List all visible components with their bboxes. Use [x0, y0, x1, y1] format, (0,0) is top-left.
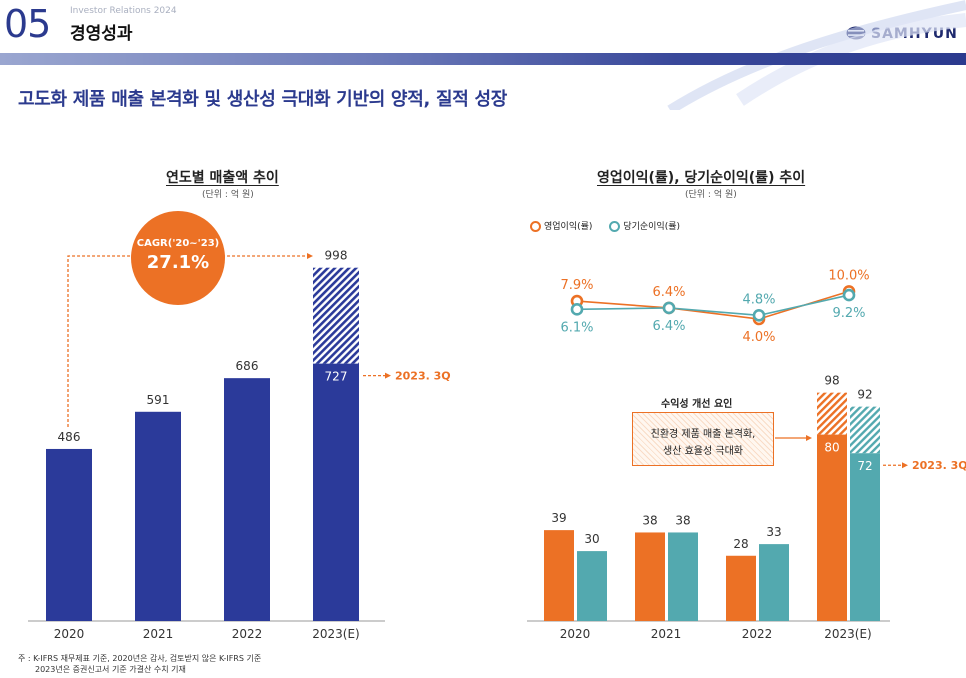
left-chart-title: 연도별 매출액 추이 — [166, 170, 279, 186]
page-title: 경영성과 — [70, 24, 133, 44]
line-label-0-3: 10.0% — [828, 268, 869, 283]
right-bar-value-2020-1: 30 — [584, 532, 599, 546]
margin-line-chart: 7.9% 6.4% 4.0% 10.0% 6.1% 6.4% 4.8% 9.2% — [560, 268, 869, 345]
left-bar-2021 — [135, 411, 181, 621]
footnote-line-1: 주 : K-IFRS 재무제표 기준, 2020년은 감사, 검토받지 않은 K… — [18, 654, 262, 663]
cagr-value: 27.1% — [146, 252, 210, 273]
line-label-1-3: 9.2% — [832, 306, 865, 321]
right-bar-2023-3q-1 — [850, 453, 880, 621]
cagr-label: CAGR('20~'23) — [136, 238, 220, 249]
right-bar-value-2022-0: 28 — [733, 537, 748, 551]
right-x-tick-2020: 2020 — [560, 627, 591, 641]
right-bar-value-2023(E)-1: 92 — [857, 388, 872, 402]
left-x-tick-2022: 2022 — [232, 627, 263, 641]
left-bar-2023-3q — [313, 363, 359, 621]
left-bar-2023-estimate — [313, 267, 359, 364]
right-bar-2023-estimate-1 — [850, 406, 880, 454]
slide-headline: 고도화 제품 매출 본격화 및 생산성 극대화 기반의 양적, 질적 성장 — [18, 89, 507, 110]
legend-label-operating: 영업이익(률) — [544, 222, 593, 232]
cagr-connector — [67, 255, 307, 427]
cagr-arrowhead — [307, 253, 313, 259]
line-label-0-0: 7.9% — [560, 278, 593, 293]
cagr-badge: CAGR('20~'23) 27.1% — [131, 211, 225, 305]
right-bar-value-2022-1: 33 — [766, 525, 781, 539]
left-bar-2020 — [46, 448, 92, 621]
left-bar-value-2021: 591 — [147, 393, 170, 407]
line-point-1-2 — [752, 309, 766, 322]
legend-marker-operating — [530, 221, 541, 232]
line-point-1-1 — [662, 301, 676, 315]
right-bar-2020-0 — [544, 530, 574, 621]
line-point-1-3 — [842, 288, 856, 302]
legend-label-net: 당기순이익(률) — [623, 222, 681, 232]
left-x-tick-2020: 2020 — [54, 627, 85, 641]
factor-line-1: 친환경 제품 매출 본격화, — [650, 429, 756, 440]
factor-box: 친환경 제품 매출 본격화, 생산 효율성 극대화 — [632, 412, 774, 466]
left-bar-3q-label: 727 — [325, 370, 348, 384]
factor-line-2: 생산 효율성 극대화 — [663, 446, 743, 457]
right-3q-arrowhead — [902, 462, 908, 469]
line-label-0-1: 6.4% — [652, 285, 685, 300]
factor-arrowhead — [806, 435, 812, 441]
footnote: 주 : K-IFRS 재무제표 기준, 2020년은 감사, 검토받지 않은 K… — [18, 653, 261, 675]
right-bar-chart: 39 30 2020 38 38 2021 28 33 2022 80 98 72 92 2023(E) 2… — [527, 374, 966, 641]
left-x-tick-2023(E): 2023(E) — [312, 627, 359, 641]
left-chart-unit: (단위 : 억 원) — [202, 190, 254, 200]
right-bar-3q-label-0: 80 — [824, 441, 839, 455]
right-bar-value-2023(E)-0: 98 — [824, 374, 839, 388]
line-label-0-2: 4.0% — [742, 330, 775, 345]
chart-legend: 영업이익(률) 당기순이익(률) — [530, 219, 680, 232]
right-chart-unit: (단위 : 억 원) — [685, 190, 737, 200]
legend-marker-net — [609, 221, 621, 232]
right-bar-value-2021-1: 38 — [675, 513, 690, 527]
left-3q-note: 2023. 3Q — [395, 370, 451, 383]
right-3q-note: 2023. 3Q — [912, 459, 966, 472]
left-bar-chart: 486 2020 591 2021 686 2022 727 2023. 3Q 998 2023(… — [28, 249, 451, 641]
line-point-1-0 — [570, 303, 584, 316]
left-bar-value-2022: 686 — [236, 359, 259, 373]
left-3q-arrowhead — [385, 372, 391, 379]
right-chart-title: 영업이익(률), 당기순이익(률) 추이 — [597, 170, 806, 186]
right-bar-2022-1 — [759, 544, 789, 621]
header-subtitle: Investor Relations 2024 — [70, 6, 177, 16]
right-bar-2023-3q-0 — [817, 434, 847, 621]
line-label-1-2: 4.8% — [742, 292, 775, 307]
line-series-0 — [576, 290, 850, 320]
decorative-swoosh — [667, 0, 966, 110]
right-bar-2020-1 — [577, 551, 607, 621]
right-bar-2021-0 — [635, 532, 665, 621]
section-number: 05 — [4, 2, 51, 46]
right-x-tick-2023(E): 2023(E) — [824, 627, 871, 641]
line-label-1-0: 6.1% — [560, 320, 593, 335]
header-band — [0, 53, 966, 65]
line-label-1-1: 6.4% — [652, 319, 685, 334]
line-series-1 — [576, 294, 850, 317]
left-x-tick-2021: 2021 — [143, 627, 174, 641]
right-bar-2022-0 — [726, 555, 756, 621]
factor-title: 수익성 개선 요인 — [661, 399, 733, 410]
right-bar-value-2021-0: 38 — [642, 513, 657, 527]
right-x-tick-2022: 2022 — [742, 627, 773, 641]
left-bar-value-2023(E): 998 — [325, 249, 348, 263]
right-bar-2021-1 — [668, 532, 698, 621]
left-bar-2022 — [224, 378, 270, 621]
footnote-line-2: 2023년은 증권신고서 기준 가결산 수치 기재 — [35, 665, 186, 674]
right-bar-3q-label-1: 72 — [857, 459, 872, 473]
right-bar-2023-estimate-0 — [817, 392, 847, 435]
right-bar-value-2020-0: 39 — [551, 511, 566, 525]
left-bar-value-2020: 486 — [58, 430, 81, 444]
right-x-tick-2021: 2021 — [651, 627, 682, 641]
